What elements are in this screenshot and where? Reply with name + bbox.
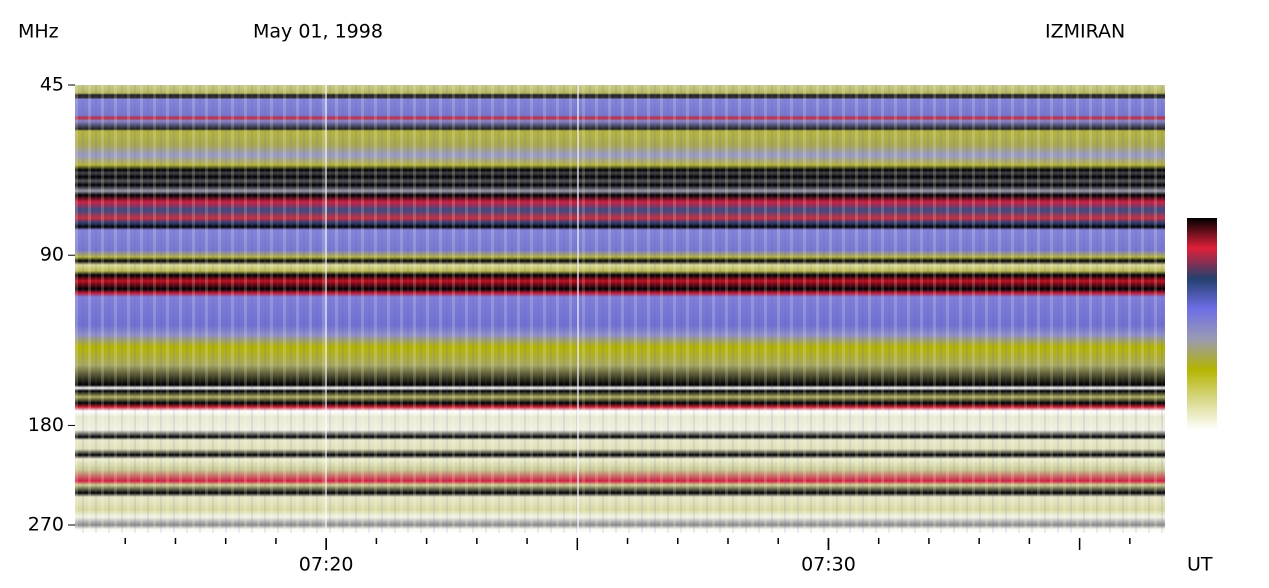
- source-label: IZMIRAN: [1045, 21, 1125, 43]
- y-tick-label: 90: [40, 244, 64, 266]
- y-tick-label: 180: [28, 414, 64, 436]
- y-tick-label: 45: [40, 74, 64, 96]
- chart-title: May 01, 1998: [253, 21, 383, 43]
- y-axis-label: MHz: [18, 21, 59, 43]
- spectrogram-image: [75, 85, 1165, 533]
- x-tick-label: 07:20: [299, 554, 354, 576]
- y-tick-label: 270: [28, 514, 64, 536]
- x-axis-label: UT: [1187, 554, 1213, 576]
- colorbar: [1187, 218, 1217, 430]
- x-tick-label: 07:30: [801, 554, 856, 576]
